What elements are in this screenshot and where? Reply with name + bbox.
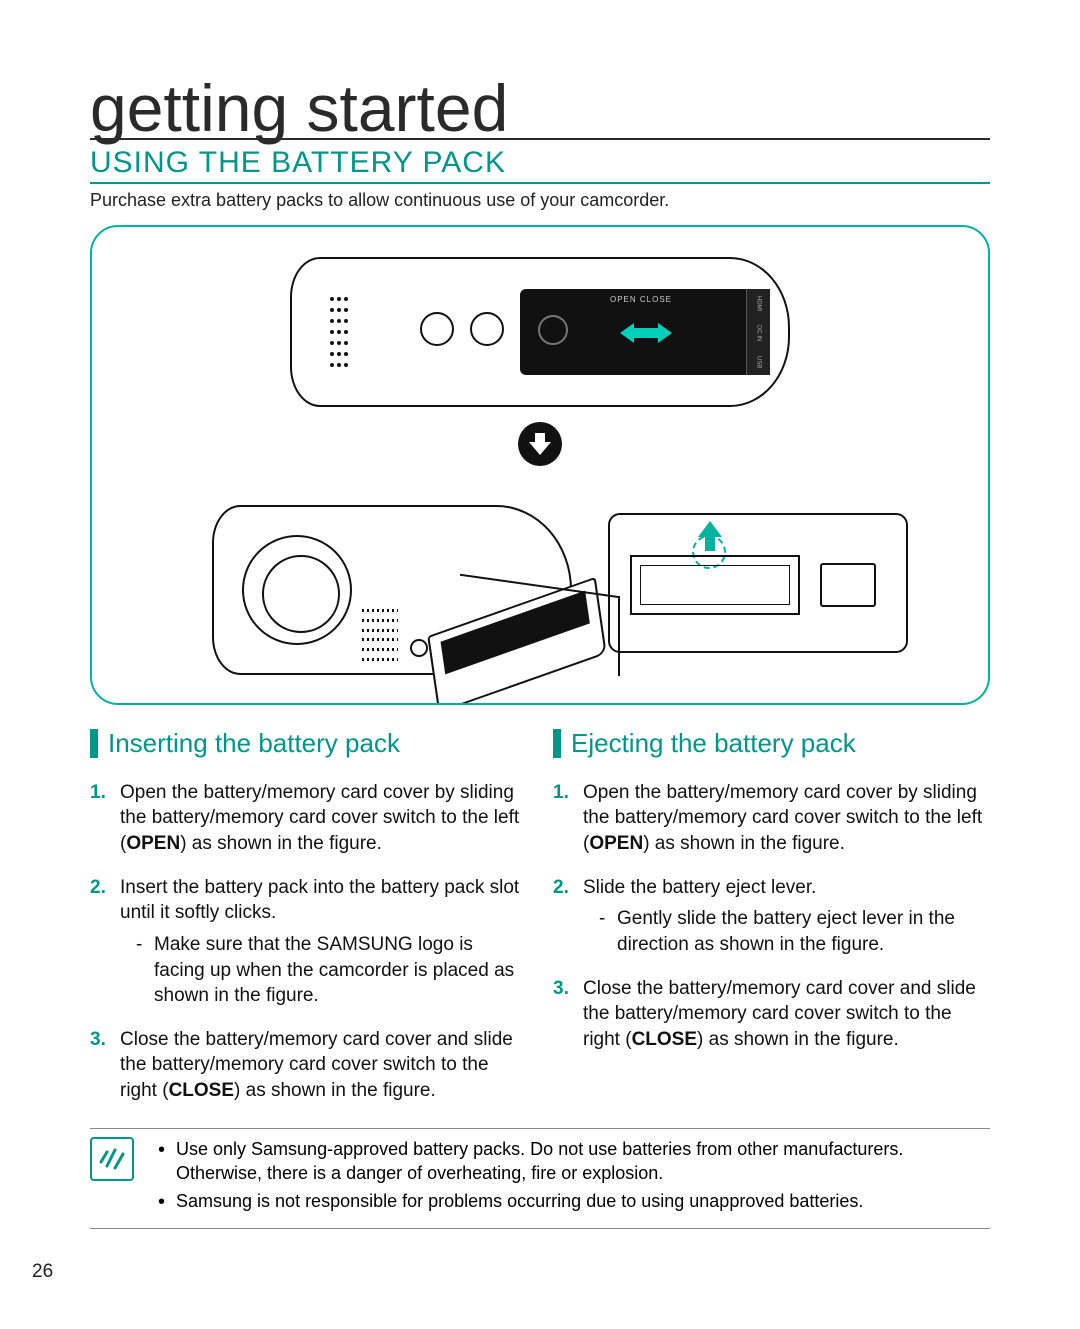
two-column-steps: Inserting the battery pack Open the batt… [90, 729, 990, 1122]
step-item: Slide the battery eject lever. Gently sl… [553, 875, 990, 958]
step-item: Close the battery/memory card cover and … [553, 976, 990, 1053]
inserting-steps: Open the battery/memory card cover by sl… [90, 780, 527, 1104]
note-icon [90, 1137, 134, 1181]
step-item: Insert the battery pack into the battery… [90, 875, 527, 1009]
note-list: Use only Samsung-approved battery packs.… [154, 1137, 990, 1218]
sub-list: Make sure that the SAMSUNG logo is facin… [136, 932, 527, 1009]
note-item: Samsung is not responsible for problems … [154, 1189, 990, 1213]
note-item: Use only Samsung-approved battery packs.… [154, 1137, 990, 1186]
left-column: Inserting the battery pack Open the batt… [90, 729, 527, 1122]
step-item: Close the battery/memory card cover and … [90, 1027, 527, 1104]
sub-item: Make sure that the SAMSUNG logo is facin… [136, 932, 527, 1009]
ejecting-heading: Ejecting the battery pack [553, 729, 990, 758]
sub-item: Gently slide the battery eject lever in … [599, 906, 990, 957]
cover-switch-panel: OPEN CLOSE HDMI DC IN USB [520, 289, 770, 375]
ejecting-steps: Open the battery/memory card cover by sl… [553, 780, 990, 1053]
chapter-title: getting started [90, 80, 990, 140]
step-item: Open the battery/memory card cover by sl… [90, 780, 527, 857]
port-label: HDMI [756, 296, 762, 311]
port-label: USB [756, 356, 762, 368]
sub-list: Gently slide the battery eject lever in … [599, 906, 990, 957]
step-item: Open the battery/memory card cover by sl… [553, 780, 990, 857]
camcorder-top-illustration: OPEN CLOSE HDMI DC IN USB [290, 257, 790, 407]
battery-slot-detail [608, 513, 908, 653]
intro-text: Purchase extra battery packs to allow co… [90, 190, 990, 211]
page-number: 26 [32, 1261, 53, 1283]
camcorder-open-illustration [212, 505, 572, 675]
note-box: Use only Samsung-approved battery packs.… [90, 1128, 990, 1229]
section-title: USING THE BATTERY PACK [90, 146, 990, 184]
open-close-label: OPEN CLOSE [610, 295, 672, 304]
down-arrow-icon [518, 422, 562, 466]
manual-page: getting started USING THE BATTERY PACK P… [0, 0, 1080, 1329]
inserting-heading: Inserting the battery pack [90, 729, 527, 758]
double-arrow-icon [620, 323, 672, 343]
right-column: Ejecting the battery pack Open the batte… [553, 729, 990, 1122]
port-label: DC IN [756, 325, 762, 341]
figure-box: OPEN CLOSE HDMI DC IN USB [90, 225, 990, 705]
